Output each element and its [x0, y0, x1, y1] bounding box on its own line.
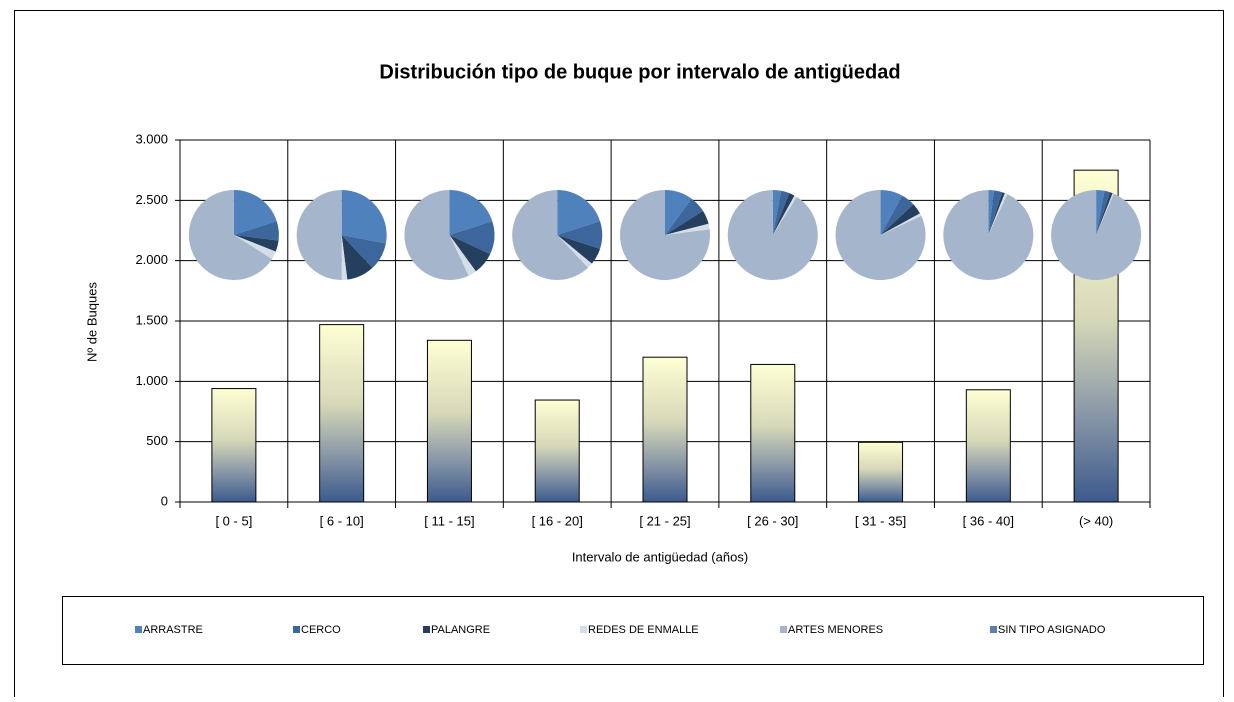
x-tick-label: [ 31 - 35]	[855, 513, 906, 528]
pie-slice	[988, 190, 994, 235]
y-tick-label: 500	[146, 433, 168, 448]
pie-slice	[233, 221, 279, 241]
pie-slice	[665, 190, 692, 235]
x-tick-label: [ 6 - 10]	[320, 513, 364, 528]
pie-slice	[988, 190, 1003, 235]
pie-slice	[772, 190, 782, 235]
y-tick-label: 2.000	[135, 252, 168, 267]
bar	[858, 441, 904, 503]
chart-title: Distribución tipo de buque por intervalo…	[379, 61, 900, 83]
pie-slice	[341, 235, 386, 268]
bar	[426, 339, 472, 503]
pie-slice	[665, 223, 710, 235]
pie-slice	[1096, 193, 1114, 235]
pie-slice	[233, 190, 277, 235]
pie-slice	[772, 190, 790, 235]
pie-slice	[341, 235, 348, 280]
x-tick-label: [ 26 - 30]	[747, 513, 798, 528]
pie-slice	[557, 190, 601, 235]
pie-slice	[557, 235, 601, 264]
legend-swatch	[580, 626, 587, 633]
pie-slice	[449, 235, 491, 272]
pie-slice	[772, 193, 795, 235]
pie-slice	[296, 190, 342, 280]
pie-slice	[1096, 190, 1105, 235]
pie-slice	[233, 235, 279, 252]
pie-slice	[943, 190, 1034, 280]
pie-slice	[449, 190, 493, 235]
pie-slice	[1096, 192, 1113, 235]
x-tick-label: [ 21 - 25]	[639, 513, 690, 528]
y-tick-label: 0	[161, 493, 168, 508]
pie-slice	[880, 204, 920, 235]
x-tick-label: [ 36 - 40]	[963, 513, 1014, 528]
legend-swatch	[990, 626, 997, 633]
bar	[965, 389, 1011, 503]
legend-label: PALANGRE	[431, 624, 490, 636]
y-tick-label: 1.500	[135, 312, 168, 327]
pie-slice	[404, 190, 469, 281]
y-tick-label: 2.500	[135, 192, 168, 207]
legend-label: SIN TIPO ASIGNADO	[998, 624, 1106, 636]
y-tick-label: 3.000	[135, 131, 168, 146]
pie-slice	[557, 221, 603, 249]
pie-slice	[449, 221, 495, 255]
legend-label: ARTES MENORES	[788, 624, 883, 636]
pie-slice	[880, 190, 903, 235]
legend-swatch	[780, 626, 787, 633]
frame	[14, 10, 1224, 702]
x-tick-label: [ 16 - 20]	[532, 513, 583, 528]
pie-slice	[835, 190, 926, 280]
bar	[534, 399, 580, 503]
y-axis-label: Nº de Buques	[84, 282, 99, 362]
pie-slice	[233, 235, 276, 260]
bar	[319, 324, 365, 503]
pie-slice	[341, 235, 373, 280]
pie-slice	[988, 193, 1008, 235]
pie-slice	[341, 190, 387, 244]
pie-slice	[449, 235, 476, 276]
legend-swatch	[293, 626, 300, 633]
x-tick-label: [ 11 - 15]	[424, 513, 474, 528]
x-axis-label: Intervalo de antigüedad (años)	[572, 549, 748, 564]
pie-slice	[1096, 190, 1111, 235]
legend-label: CERCO	[301, 624, 341, 636]
pie-slice	[557, 235, 592, 268]
legend-swatch	[135, 626, 142, 633]
pie-slice	[772, 195, 797, 235]
pie-slice	[880, 213, 922, 235]
bar	[750, 363, 796, 503]
legend-box	[62, 596, 1204, 665]
pie-slice	[988, 192, 1005, 235]
x-tick-label: (> 40)	[1079, 513, 1113, 528]
pie-slice	[512, 190, 589, 280]
legend-label: REDES DE ENMALLE	[588, 624, 699, 636]
pie-slice	[188, 190, 272, 280]
pie-slice	[665, 198, 703, 235]
legend-label: ARRASTRE	[143, 624, 203, 636]
pie-slice	[1051, 190, 1142, 280]
legend-swatch	[423, 626, 430, 633]
bar	[642, 356, 688, 503]
bar	[211, 388, 257, 503]
pie-slice	[880, 195, 914, 235]
pie-slice	[620, 189, 710, 280]
pie-slice	[727, 190, 818, 281]
x-tick-label: [ 0 - 5]	[215, 513, 252, 528]
pie-slice	[665, 210, 709, 235]
y-tick-label: 1.000	[135, 373, 168, 388]
